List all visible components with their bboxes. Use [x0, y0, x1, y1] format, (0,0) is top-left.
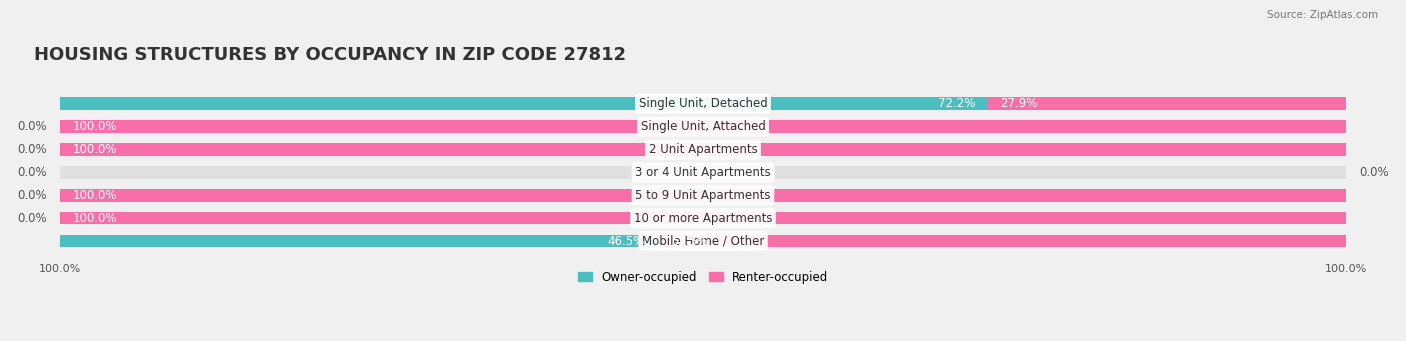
Legend: Owner-occupied, Renter-occupied: Owner-occupied, Renter-occupied [572, 266, 834, 288]
Text: 53.5%: 53.5% [671, 235, 707, 248]
Bar [60, 189, 1346, 202]
Bar [60, 143, 1346, 156]
Text: 72.2%: 72.2% [938, 97, 976, 110]
Text: Source: ZipAtlas.com: Source: ZipAtlas.com [1267, 10, 1378, 20]
Text: 0.0%: 0.0% [17, 212, 46, 225]
Text: 100.0%: 100.0% [73, 212, 117, 225]
Text: Single Unit, Detached: Single Unit, Detached [638, 97, 768, 110]
Bar [60, 98, 988, 110]
Bar [987, 98, 1346, 110]
Text: 0.0%: 0.0% [17, 166, 46, 179]
Text: 2 Unit Apartments: 2 Unit Apartments [648, 143, 758, 156]
Text: HOUSING STRUCTURES BY OCCUPANCY IN ZIP CODE 27812: HOUSING STRUCTURES BY OCCUPANCY IN ZIP C… [34, 46, 626, 64]
Text: 5 to 9 Unit Apartments: 5 to 9 Unit Apartments [636, 189, 770, 202]
Text: 100.0%: 100.0% [73, 143, 117, 156]
Text: 3 or 4 Unit Apartments: 3 or 4 Unit Apartments [636, 166, 770, 179]
Bar [60, 120, 1346, 133]
Bar [60, 166, 1346, 179]
Bar [60, 235, 1346, 247]
Text: Mobile Home / Other: Mobile Home / Other [641, 235, 765, 248]
Text: 46.5%: 46.5% [607, 235, 645, 248]
Bar [658, 235, 1346, 247]
Bar [60, 235, 658, 247]
Text: 100.0%: 100.0% [73, 120, 117, 133]
Text: 27.9%: 27.9% [1000, 97, 1038, 110]
Bar [60, 189, 1346, 202]
Text: Single Unit, Attached: Single Unit, Attached [641, 120, 765, 133]
Bar [60, 212, 1346, 224]
Bar [60, 212, 1346, 224]
Text: 0.0%: 0.0% [17, 189, 46, 202]
Bar [60, 120, 1346, 133]
Text: 0.0%: 0.0% [1360, 166, 1389, 179]
Text: 0.0%: 0.0% [17, 143, 46, 156]
Bar [60, 98, 1346, 110]
Text: 100.0%: 100.0% [73, 189, 117, 202]
Text: 0.0%: 0.0% [17, 120, 46, 133]
Bar [60, 143, 1346, 156]
Text: 10 or more Apartments: 10 or more Apartments [634, 212, 772, 225]
